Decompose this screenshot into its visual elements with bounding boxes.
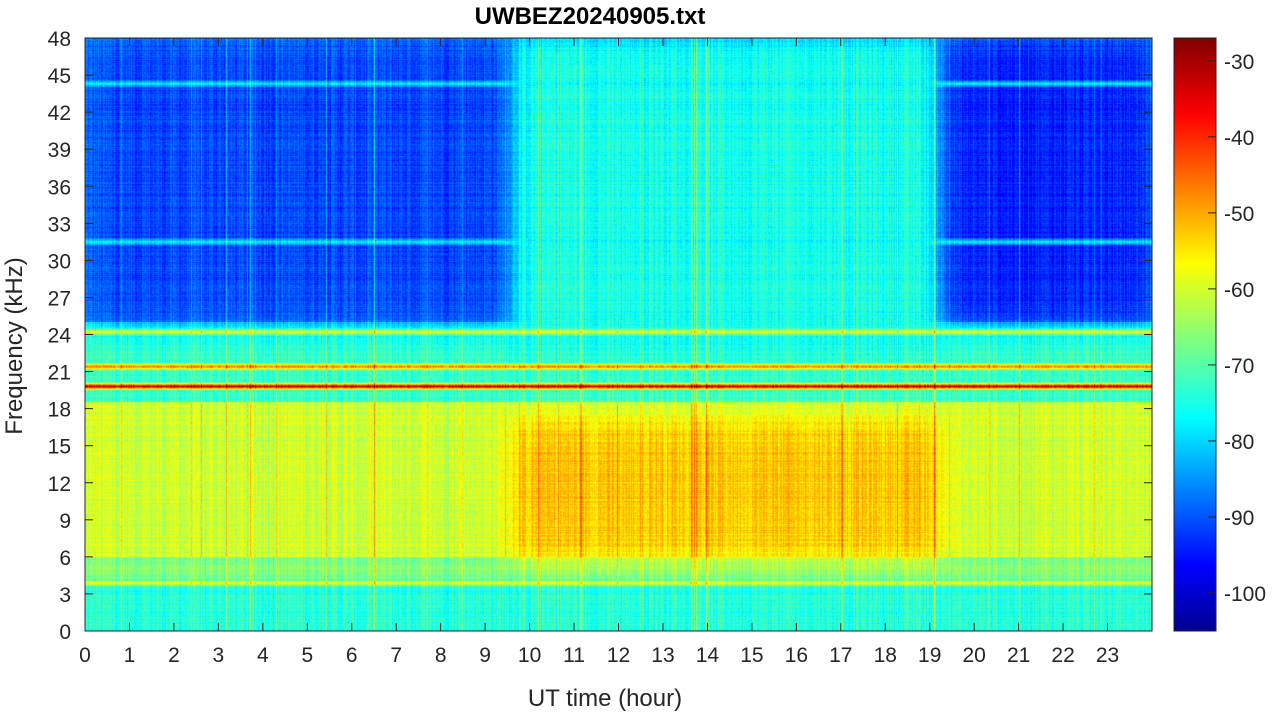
x-tick-label: 22 (1051, 644, 1074, 667)
colorbar-tick-label: -40 (1224, 127, 1254, 150)
x-tick-label: 10 (518, 644, 541, 667)
x-tick-label: 0 (79, 644, 91, 667)
colorbar-tick-label: -90 (1224, 507, 1254, 530)
x-tick-label: 18 (874, 644, 897, 667)
x-tick-label: 19 (918, 644, 941, 667)
y-tick-label: 39 (48, 139, 71, 162)
x-tick-label: 15 (740, 644, 763, 667)
chart-title: UWBEZ20240905.txt (475, 3, 706, 30)
x-tick-label: 3 (213, 644, 225, 667)
x-tick-label: 2 (168, 644, 180, 667)
y-tick-label: 24 (48, 325, 72, 348)
x-tick-label: 16 (785, 644, 808, 667)
x-tick-label: 11 (563, 644, 585, 667)
x-tick-label: 6 (346, 644, 358, 667)
colorbar-tick-label: -30 (1224, 51, 1254, 74)
y-tick-label: 9 (59, 510, 71, 533)
spectrogram-image (85, 38, 1152, 631)
x-tick-label: 7 (390, 644, 402, 667)
y-tick-label: 3 (59, 584, 71, 607)
spectrogram-plot-area (85, 38, 1152, 631)
x-tick-label: 12 (607, 644, 630, 667)
x-tick-label: 13 (651, 644, 674, 667)
y-tick-label: 0 (59, 621, 71, 644)
y-tick-label: 21 (48, 362, 71, 385)
y-tick-label: 6 (59, 547, 71, 570)
x-tick-label: 4 (257, 644, 269, 667)
colorbar-tick-label: -50 (1224, 203, 1254, 226)
x-tick-label: 8 (435, 644, 447, 667)
y-tick-label: 15 (48, 436, 71, 459)
y-tick-label: 48 (48, 28, 71, 51)
y-tick-label: 27 (48, 287, 71, 310)
x-tick-label: 9 (479, 644, 491, 667)
colorbar-ticks: -100 -90 -80 -70 -60 -50 -40 -30 (1208, 51, 1266, 606)
x-axis-ticks: 0 1 2 3 4 5 6 7 8 9 10 11 12 13 14 15 16 17 18 19 20 21 22 23 (79, 38, 1119, 667)
x-tick-label: 17 (829, 644, 852, 667)
y-tick-label: 36 (48, 176, 71, 199)
y-tick-label: 45 (48, 65, 71, 88)
y-tick-label: 33 (48, 213, 71, 236)
y-tick-label: 12 (48, 473, 71, 496)
y-axis-label: Frequency (kHz) (1, 257, 28, 434)
x-tick-label: 1 (124, 644, 136, 667)
colorbar (1173, 37, 1217, 632)
y-tick-label: 18 (48, 399, 71, 422)
x-tick-label: 23 (1096, 644, 1119, 667)
y-tick-label: 42 (48, 102, 71, 125)
x-axis-label: UT time (hour) (528, 685, 682, 712)
x-tick-label: 14 (696, 644, 720, 667)
x-tick-label: 5 (301, 644, 313, 667)
y-tick-label: 30 (48, 250, 71, 273)
x-tick-label: 20 (962, 644, 985, 667)
colorbar-tick-label: -80 (1224, 431, 1254, 454)
colorbar-tick-label: -60 (1224, 279, 1254, 302)
x-tick-label: 21 (1007, 644, 1030, 667)
colorbar-tick-label: -100 (1224, 583, 1266, 606)
colorbar-tick-label: -70 (1224, 355, 1254, 378)
